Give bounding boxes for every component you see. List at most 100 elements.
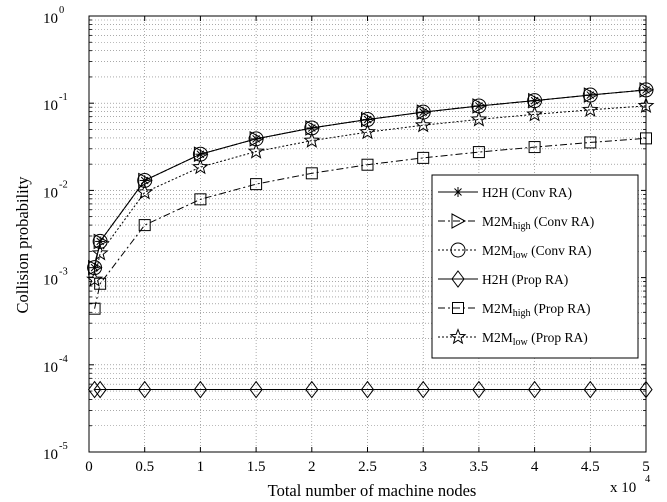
x-tick-label: 1	[197, 459, 205, 475]
data-point-star	[414, 116, 432, 133]
y-tick-label: 10-5	[43, 441, 68, 463]
legend-label: H2H (Prop RA)	[482, 272, 568, 287]
series-line-2	[94, 89, 647, 268]
x-tick-label: 2.5	[358, 459, 377, 475]
y-tick-label-exponent: -1	[59, 92, 68, 103]
data-point-diamond	[249, 380, 263, 399]
data-point-square	[584, 136, 597, 149]
series-5-points	[86, 96, 655, 287]
x-tick-label: 0.5	[135, 459, 154, 475]
data-point-diamond	[416, 380, 430, 399]
data-point-star	[470, 110, 488, 127]
y-tick-label-exponent: -3	[59, 267, 68, 278]
y-tick-label-exponent: 0	[59, 5, 64, 16]
x-tick-label: 1.5	[247, 459, 266, 475]
data-point-star	[91, 244, 109, 261]
data-point-diamond	[93, 380, 107, 399]
data-point-circle	[137, 172, 153, 188]
data-point-triangle-right	[305, 120, 320, 136]
series-3-points	[87, 380, 653, 399]
data-point-triangle-right	[416, 104, 432, 120]
y-tick-label: 10-2	[43, 179, 68, 201]
x-tick-label: 5	[642, 459, 650, 475]
data-point-star	[359, 123, 376, 140]
legend-item: M2Mhigh (Prop RA)	[438, 301, 591, 319]
x-tick-label: 2	[308, 459, 316, 475]
data-point-star	[581, 100, 599, 118]
data-point-square	[194, 193, 207, 206]
series-markers	[86, 82, 655, 399]
legend-label: M2Mhigh (Conv RA)	[482, 214, 594, 232]
data-point-triangle-right	[93, 233, 109, 250]
data-point-square	[250, 178, 263, 191]
data-point-triangle-right	[528, 92, 543, 109]
legend-marker-circle	[450, 242, 466, 258]
legend-item: M2Mhigh (Conv RA)	[438, 213, 594, 232]
x-tick-label: 4.5	[581, 459, 600, 475]
x-tick-label: 3	[419, 459, 427, 475]
data-point-diamond	[87, 380, 102, 399]
legend-label: H2H (Conv RA)	[482, 185, 572, 200]
axis-ticks	[88, 15, 647, 453]
legend-label: M2Mlow (Conv RA)	[482, 243, 592, 261]
series-line-4	[94, 137, 647, 309]
data-point-circle	[192, 146, 208, 162]
x-multiplier-base: x 10	[610, 480, 636, 496]
legend-item: H2H (Prop RA)	[438, 270, 568, 288]
y-tick-label-base: 10	[43, 273, 58, 289]
data-point-triangle-right	[361, 111, 376, 128]
asterisk-stroke	[454, 188, 462, 196]
data-point-diamond	[360, 380, 375, 399]
data-point-triangle-right	[138, 172, 153, 189]
data-point-triangle-right	[249, 131, 265, 147]
legend-box	[431, 174, 639, 359]
data-point-triangle-right	[193, 146, 209, 163]
data-point-diamond	[472, 380, 486, 399]
data-point-square	[528, 141, 541, 154]
y-tick-label: 100	[43, 5, 64, 27]
y-axis-label: Collision probability	[13, 176, 32, 314]
axis-tick-labels: 0 0.5 1 1.5 2 2.5 3 3.5 4 4.5 510010-110-210-310-4…	[43, 5, 650, 475]
series-line-5	[94, 105, 647, 280]
legend-label: M2Mhigh (Prop RA)	[482, 301, 591, 319]
data-point-triangle-right	[583, 87, 599, 103]
legend-marker-asterisk	[453, 187, 463, 197]
data-point-square	[305, 167, 318, 180]
data-point-diamond	[583, 380, 597, 399]
x-axis-label: Total number of machine nodes	[268, 481, 477, 500]
grid-lines	[89, 16, 646, 452]
data-point-diamond	[138, 380, 152, 399]
y-tick-label-base: 10	[43, 360, 58, 376]
y-tick-label-base: 10	[43, 447, 58, 463]
data-point-star	[136, 183, 154, 200]
x-tick-label: 4	[531, 459, 539, 475]
data-point-star	[247, 142, 265, 159]
y-tick-label-base: 10	[43, 185, 58, 201]
data-point-diamond	[527, 380, 542, 399]
y-tick-label-base: 10	[43, 11, 58, 27]
x-axis-multiplier: x 10 4	[610, 474, 651, 496]
data-point-diamond	[305, 380, 319, 399]
y-tick-label-exponent: -4	[59, 354, 68, 365]
data-point-circle	[92, 233, 108, 249]
data-point-square	[361, 158, 374, 171]
y-tick-label-exponent: -2	[59, 179, 68, 190]
legend-item: M2Mlow (Conv RA)	[438, 242, 592, 261]
y-tick-label: 10-1	[43, 92, 68, 114]
data-point-circle	[304, 120, 320, 136]
data-point-triangle-right	[472, 98, 487, 114]
legend-item: H2H (Conv RA)	[438, 185, 572, 200]
data-point-square	[417, 151, 430, 164]
legend-label: M2Mlow (Prop RA)	[482, 330, 588, 348]
data-point-diamond	[193, 380, 208, 399]
data-point-square	[138, 219, 151, 232]
legend: H2H (Conv RA) M2Mhigh (Conv RA) M2Mlow (Co…	[431, 174, 639, 359]
y-tick-label: 10-4	[43, 354, 68, 376]
data-point-circle	[87, 260, 103, 276]
data-point-star	[303, 131, 321, 148]
legend-item: M2Mlow (Prop RA)	[438, 328, 588, 348]
x-tick-label: 3.5	[470, 459, 489, 475]
x-multiplier-exponent: 4	[645, 474, 651, 485]
data-point-star	[191, 158, 209, 175]
